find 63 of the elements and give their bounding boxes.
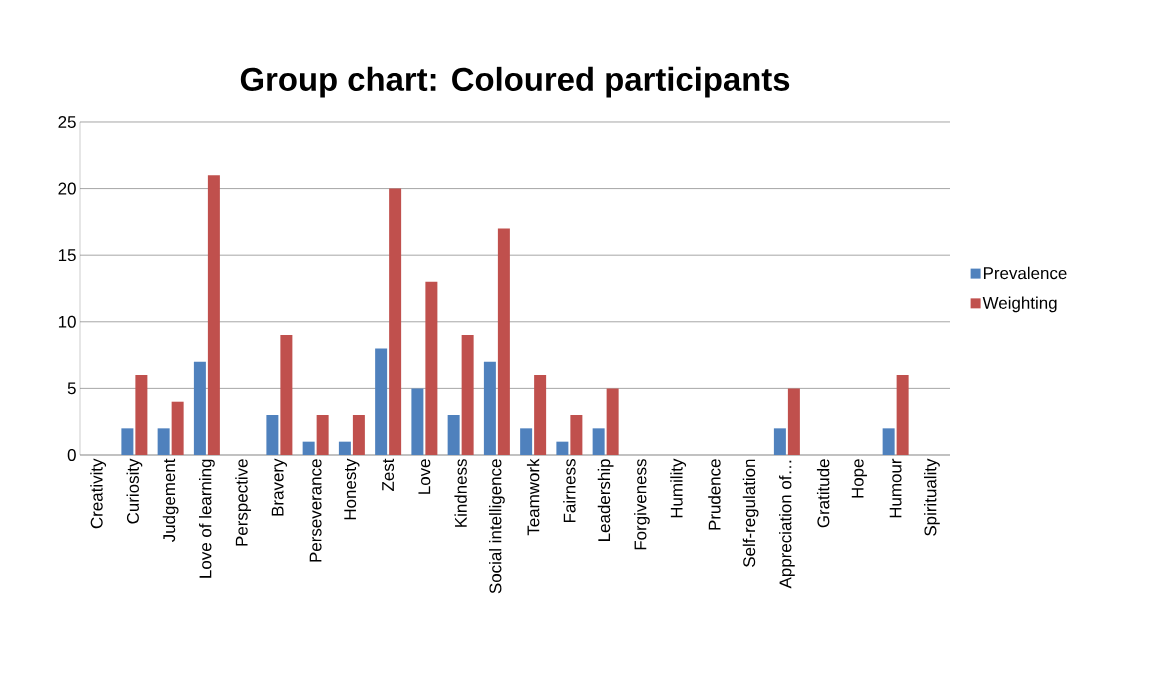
x-tick-label: Love of learning <box>199 459 215 578</box>
x-tick-label: Teamwork <box>526 458 540 536</box>
x-tick-label: Creativity <box>90 458 107 529</box>
chart-title: Group chart: Coloured participants <box>240 66 790 98</box>
x-tick-label: Prudence <box>708 459 721 530</box>
y-tick-label: 20 <box>58 182 76 195</box>
x-tick-label: Zest <box>382 458 395 491</box>
x-tick-label: Judgement <box>162 458 179 543</box>
legend-label: Prevalence <box>983 266 1067 280</box>
x-tick-label: Gratitude <box>816 459 830 528</box>
bar <box>520 428 533 455</box>
bar <box>157 428 170 455</box>
bar <box>302 441 315 455</box>
bar <box>896 375 909 455</box>
x-tick-label: Perseverance <box>309 459 322 562</box>
y-tick-label: 10 <box>58 315 76 328</box>
bar <box>411 388 424 455</box>
x-tick-label: Curiosity <box>126 458 143 524</box>
bar <box>389 188 402 455</box>
bar <box>280 335 293 455</box>
x-tick-label: Bravery <box>271 458 287 516</box>
x-tick-label: Fairness <box>563 459 576 523</box>
x-tick-label: Kindness <box>454 459 467 527</box>
bar <box>266 415 279 455</box>
x-tick-label: Forgiveness <box>634 459 650 550</box>
y-tick-label: 25 <box>58 115 76 128</box>
bar <box>534 375 547 455</box>
x-tick-label: Leadership <box>597 459 614 541</box>
x-tick-label: Hope <box>851 459 867 498</box>
bar <box>483 361 496 455</box>
x-tick-label: Self-regulation <box>742 459 759 567</box>
bar <box>375 348 388 455</box>
y-tick-label: 0 <box>67 448 76 461</box>
bar <box>171 401 184 455</box>
bar <box>135 375 148 455</box>
bar <box>121 428 134 455</box>
bar <box>193 361 206 455</box>
bar <box>447 415 460 455</box>
bar <box>352 415 365 455</box>
x-tick-label: Social intelligence <box>489 459 505 594</box>
bar <box>338 441 351 455</box>
bar <box>570 415 583 455</box>
bar <box>316 415 329 455</box>
bar <box>773 428 786 455</box>
bar <box>497 228 510 455</box>
x-tick-label: Humility <box>670 458 687 518</box>
x-tick-label: Perspective <box>235 459 252 546</box>
x-tick-label: Appreciation of… <box>779 460 795 589</box>
bar <box>606 388 619 455</box>
bar <box>882 428 895 455</box>
bar <box>787 388 800 455</box>
x-tick-label: Spirituality <box>924 458 940 536</box>
y-tick-label: 5 <box>67 382 76 395</box>
x-tick-label: Honesty <box>344 458 360 520</box>
bar <box>556 441 569 455</box>
bar <box>592 428 605 455</box>
bar <box>461 335 474 455</box>
legend-label: Weighting <box>982 296 1057 313</box>
bar <box>425 281 438 455</box>
bar <box>207 175 220 455</box>
x-tick-label: Love <box>418 459 431 494</box>
x-tick-label: Humour <box>889 458 902 518</box>
y-tick-label: 15 <box>58 249 76 262</box>
